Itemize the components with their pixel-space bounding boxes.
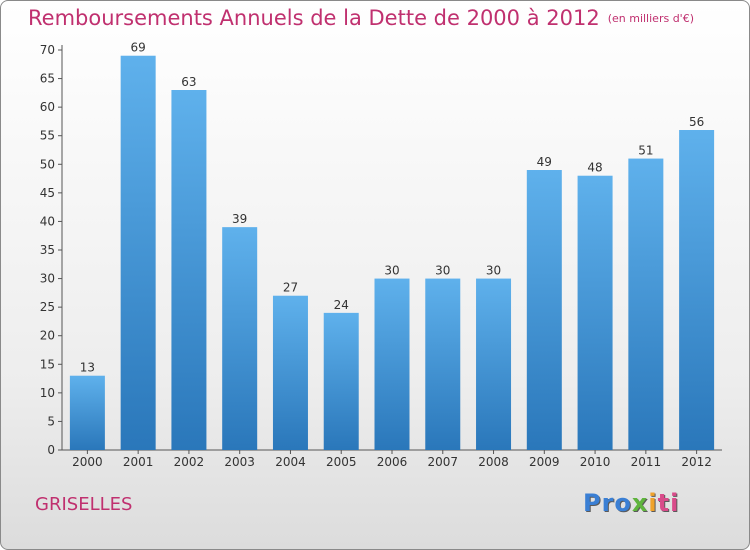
bar [69,375,105,450]
bar [272,295,308,450]
y-tick-label: 15 [40,357,55,371]
x-tick-label: 2008 [478,455,509,469]
bar-value-label: 69 [131,41,146,55]
bar-value-label: 24 [334,298,349,312]
y-tick-label: 30 [40,272,55,286]
bar [425,278,461,450]
x-tick-label: 2004 [275,455,306,469]
y-tick-label: 40 [40,214,55,228]
bar [171,90,207,450]
chart-title-text: Remboursements Annuels de la Dette de 20… [28,6,600,30]
x-tick-label: 2007 [427,455,458,469]
y-tick-label: 25 [40,300,55,314]
bar-value-label: 30 [384,264,399,278]
y-tick-label: 20 [40,329,55,343]
bar [222,227,258,450]
x-tick-label: 2001 [123,455,154,469]
bar-value-label: 56 [689,115,704,129]
x-tick-label: 2000 [72,455,103,469]
logo-part-3: i [648,489,658,517]
x-tick-label: 2003 [224,455,255,469]
bar-value-label: 51 [638,144,653,158]
y-tick-label: 0 [47,443,55,457]
x-tick-label: 2006 [377,455,408,469]
y-tick-label: 45 [40,186,55,200]
bar [628,158,664,451]
logo-part-1: Pro [583,489,632,517]
x-tick-label: 2002 [174,455,205,469]
chart-subtitle: (en milliers d'€) [607,12,694,25]
logo-part-4: ti [657,489,680,517]
bar-value-label: 63 [181,75,196,89]
bar [577,175,613,450]
x-tick-label: 2010 [580,455,611,469]
x-tick-label: 2009 [529,455,560,469]
bar-value-label: 48 [587,161,602,175]
chart-title: Remboursements Annuels de la Dette de 20… [28,6,694,30]
bar [476,278,512,450]
logo-part-2: x [631,489,649,517]
bar-value-label: 27 [283,281,298,295]
y-tick-label: 5 [47,414,55,428]
bar-value-label: 49 [537,155,552,169]
x-tick-label: 2012 [681,455,712,469]
bar [374,278,410,450]
x-tick-label: 2005 [326,455,357,469]
y-tick-label: 55 [40,129,55,143]
bar [120,55,156,450]
x-tick-label: 2011 [631,455,662,469]
y-tick-label: 70 [40,43,55,57]
y-tick-label: 50 [40,157,55,171]
proxiti-logo: Proxiti [583,489,679,517]
y-tick-label: 10 [40,386,55,400]
bar [679,130,715,450]
y-tick-label: 60 [40,100,55,114]
y-tick-label: 65 [40,72,55,86]
bar [323,312,359,450]
bar-value-label: 30 [486,264,501,278]
commune-name: GRISELLES [35,494,133,515]
bar-value-label: 30 [435,264,450,278]
bar-value-label: 13 [80,361,95,375]
bar [526,170,562,450]
bar-value-label: 39 [232,212,247,226]
y-tick-label: 35 [40,243,55,257]
